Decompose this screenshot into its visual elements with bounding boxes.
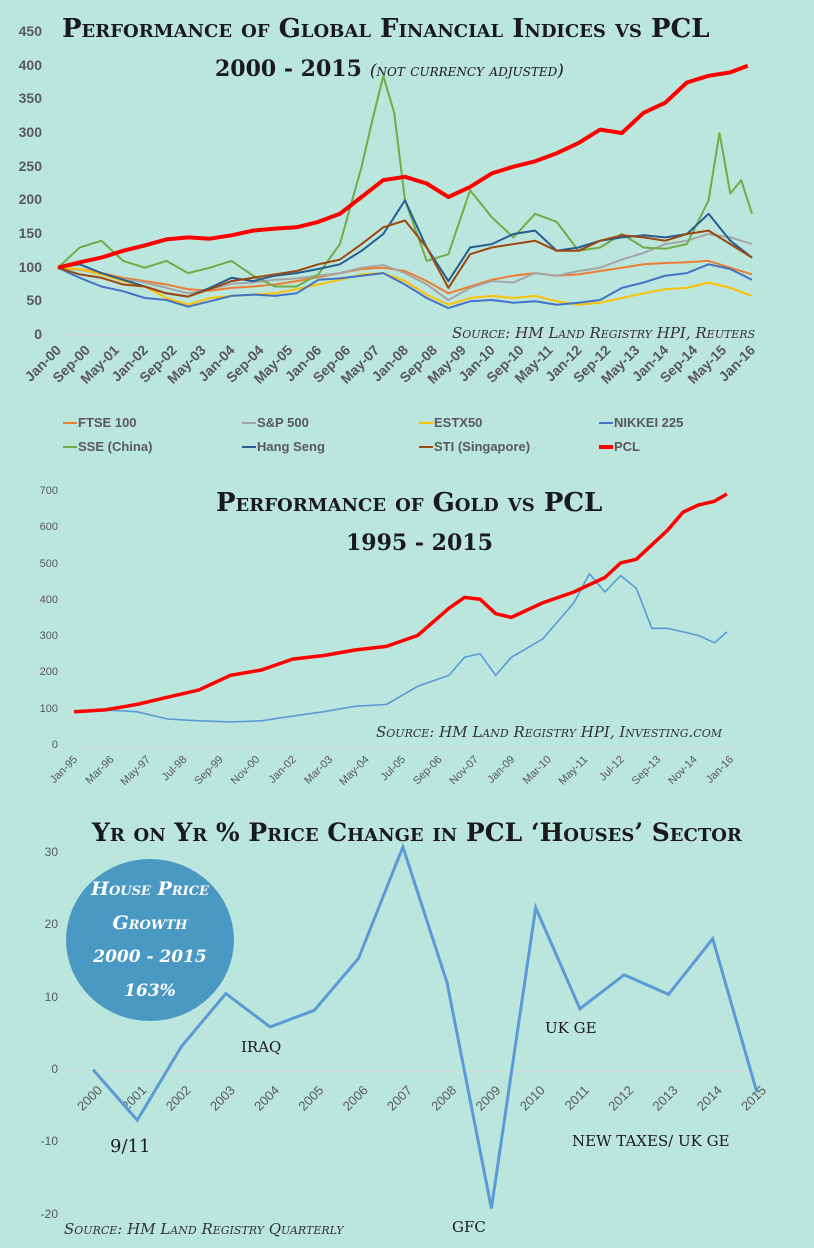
x-tick-label: 2014 (694, 1083, 725, 1114)
callout-line4: 163% (124, 981, 176, 1001)
x-tick-label: 2004 (251, 1083, 282, 1114)
legend-label: Hang Seng (257, 439, 325, 454)
y-tick-label: 10 (44, 989, 58, 1004)
y-tick-label: 20 (44, 917, 58, 932)
y-tick-label: 700 (39, 485, 58, 497)
chart1-subtitle-note: (not currency adjusted) (369, 61, 564, 81)
y-tick-label: 300 (39, 630, 58, 643)
y-tick-label: 250 (18, 157, 42, 174)
series-line-pcl (73, 492, 728, 714)
y-tick-label: 100 (39, 702, 58, 715)
series-line-s-p-500 (57, 233, 753, 301)
legend-item-sse-china: SSE (China) (63, 439, 152, 454)
chart1-subtitle-row: 2000 - 2015 (not currency adjusted) (215, 56, 564, 82)
chart1-source: Source: HM Land Registry HPI, Reuters (452, 324, 756, 342)
y-tick-label: 300 (18, 124, 42, 140)
y-tick-label: 350 (18, 90, 42, 107)
legend-label: SSE (China) (78, 439, 153, 454)
legend-swatch (419, 445, 433, 448)
y-tick-label: 100 (18, 258, 42, 275)
x-tick-label: 2010 (517, 1083, 548, 1114)
chart3-title: Yr on Yr % Price Change in PCL ‘Houses’ … (92, 818, 742, 847)
callout-line3: 2000 - 2015 (93, 947, 207, 967)
chart2-subtitle: 1995 - 2015 (346, 530, 493, 556)
series-line-estx50 (57, 266, 753, 306)
legend-label: S&P 500 (257, 415, 309, 430)
annotation-gfc: GFC (452, 1218, 486, 1236)
y-tick-label: 600 (39, 521, 58, 534)
chart2-source: Source: HM Land Registry HPI, Investing.… (376, 723, 722, 741)
x-tick-label: 2000 (74, 1083, 105, 1114)
y-tick-label: 450 (18, 23, 42, 39)
y-tick-label: 400 (39, 593, 58, 606)
y-tick-label: 0 (34, 326, 42, 342)
legend-swatch (63, 421, 77, 424)
callout-line1: House Price (91, 878, 209, 900)
annotation-iraq: IRAQ (241, 1038, 282, 1056)
legend-swatch (599, 421, 613, 424)
chart1-subtitle: 2000 - 2015 (215, 56, 362, 82)
legend-label: ESTX50 (434, 415, 483, 430)
chart3-source: Source: HM Land Registry Quarterly (64, 1220, 344, 1238)
x-tick-label: 2012 (605, 1083, 636, 1114)
annotation-9-11: 9/11 (110, 1136, 151, 1157)
x-tick-label: 2011 (562, 1083, 592, 1113)
legend-swatch (242, 445, 256, 448)
y-tick-label: -10 (40, 1134, 58, 1149)
y-tick-label: 400 (18, 56, 42, 73)
x-tick-label: 2003 (207, 1083, 238, 1114)
x-tick-label: 2013 (650, 1083, 681, 1114)
legend-swatch (599, 444, 613, 449)
legend-item-nikkei-225: NIKKEI 225 (599, 415, 683, 430)
legend-item-ftse-100: FTSE 100 (63, 415, 137, 430)
chart1-plot: Jan-00Sep-00May-01Jan-02Sep-02May-03Jan-… (21, 63, 758, 387)
y-tick-label: 50 (26, 292, 42, 309)
legend-label: FTSE 100 (78, 415, 137, 430)
series-line-pcl-houses (91, 842, 759, 1209)
legend-item-hang-seng: Hang Seng (242, 439, 325, 454)
series-line-sti-singapore (57, 219, 753, 298)
legend-label: PCL (614, 439, 640, 454)
legend-label: STI (Singapore) (434, 439, 531, 454)
legend-swatch (63, 445, 77, 448)
annotation-uk-ge: UK GE (545, 1019, 597, 1037)
series-line-ftse-100 (57, 259, 753, 295)
legend-item-estx50: ESTX50 (419, 415, 482, 430)
series-line-pcl (57, 63, 749, 270)
legend-swatch (419, 421, 433, 424)
y-tick-label: 500 (39, 557, 58, 570)
legend-item-pcl: PCL (599, 439, 640, 454)
x-tick-label: 2006 (340, 1083, 371, 1114)
x-tick-label: 2002 (163, 1083, 194, 1114)
series-line-nikkei-225 (57, 263, 753, 310)
y-tick-label: 0 (51, 1062, 58, 1076)
x-tick-label: 2008 (428, 1083, 459, 1114)
x-tick-label: 2015 (738, 1083, 769, 1114)
house-price-growth-callout: House Price Growth 2000 - 2015 163% (66, 859, 234, 1021)
legend-item-sti-singapore: STI (Singapore) (419, 439, 530, 454)
callout-line2: Growth (112, 912, 188, 934)
y-tick-label: 150 (18, 225, 42, 241)
annotation-new-taxes: NEW TAXES/ UK GE (572, 1132, 730, 1150)
legend-item-s-p-500: S&P 500 (242, 415, 309, 430)
chart1-title: Performance of Global Financial Indices … (62, 14, 710, 44)
legend-swatch (242, 421, 256, 424)
x-tick-label: 2007 (384, 1083, 415, 1114)
x-tick-label: 2005 (295, 1083, 326, 1114)
y-tick-label: 200 (18, 191, 42, 208)
series-line-gold (73, 572, 728, 723)
chart2-plot: Jan-95 Mar-96 May-97 Jul-98 Sep-99 Nov-00 Jan-… (48, 492, 736, 788)
y-tick-label: 30 (44, 845, 58, 860)
y-tick-label: 0 (51, 739, 58, 751)
y-tick-label: -20 (40, 1206, 58, 1221)
legend-label: NIKKEI 225 (614, 415, 684, 430)
chart2-title: Performance of Gold vs PCL (216, 488, 603, 518)
y-tick-label: 200 (39, 666, 58, 679)
x-tick-label: 2009 (472, 1083, 503, 1114)
